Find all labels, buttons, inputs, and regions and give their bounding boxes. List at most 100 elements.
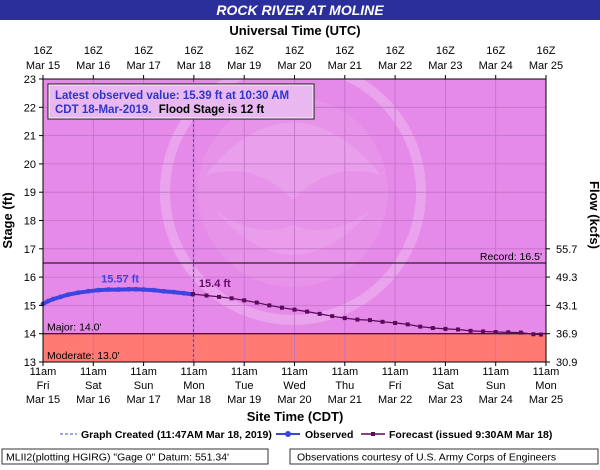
x-bottom-tick-date: Mar 23: [428, 394, 462, 406]
footer-credit-box: Observations courtesy of U.S. Army Corps…: [289, 448, 599, 465]
top-axis-title: Universal Time (UTC): [229, 23, 360, 38]
legend-forecast-label: Forecast (issued 9:30AM Mar 18): [389, 429, 552, 441]
y-tick-label: 18: [24, 216, 36, 228]
x-top-tick-hour: 16Z: [486, 45, 505, 57]
forecast-point: [204, 293, 209, 298]
observed-point: [50, 296, 56, 302]
y2-tick-label: 55.7: [556, 244, 577, 256]
x-top-tick-date: Mar 21: [328, 60, 362, 72]
forecast-point: [518, 330, 523, 335]
x-top-tick-hour: 16Z: [184, 45, 203, 57]
y-tick-label: 19: [24, 187, 36, 199]
observed-point: [151, 287, 157, 293]
info-line-2-suffix: Flood Stage is 12 ft: [159, 104, 265, 116]
legend-forecast-marker: [371, 432, 375, 436]
x-top-tick-date: Mar 16: [76, 60, 110, 72]
footer-datum-text: MLII2(plotting HGIRG) "Gage 0" Datum: 55…: [6, 452, 229, 464]
forecast-point: [355, 317, 360, 322]
x-bottom-tick-time: 11am: [130, 366, 157, 378]
x-bottom-tick-day: Sun: [134, 380, 154, 392]
forecast-point: [531, 332, 536, 337]
x-top-tick-hour: 16Z: [335, 45, 354, 57]
chart-title: ROCK RIVER AT MOLINE: [216, 2, 384, 18]
y2-axis-title: Flow (kcfs): [587, 181, 600, 249]
x-bottom-tick-time: 11am: [181, 366, 208, 378]
footer-credit-text: Observations courtesy of U.S. Army Corps…: [297, 452, 556, 464]
x-top-tick-date: Mar 18: [177, 60, 211, 72]
x-top-tick-date: Mar 23: [428, 60, 462, 72]
forecast-point: [267, 303, 272, 308]
forecast-point: [217, 294, 222, 299]
observed-point: [58, 294, 64, 300]
threshold-label: Record: 16.5': [480, 251, 542, 263]
x-bottom-tick-date: Mar 19: [227, 394, 261, 406]
forecast-point: [538, 332, 543, 337]
y-tick-label: 16: [24, 272, 36, 284]
forecast-point: [292, 307, 297, 312]
observed-point: [85, 288, 91, 294]
x-top-tick-hour: 16Z: [134, 45, 153, 57]
forecast-point: [342, 316, 347, 321]
footer-datum-box: MLII2(plotting HGIRG) "Gage 0" Datum: 55…: [1, 448, 269, 465]
x-bottom-tick-date: Mar 18: [177, 394, 211, 406]
x-bottom-tick-day: Mon: [183, 380, 204, 392]
forecast-point: [242, 298, 247, 303]
forecast-point: [190, 292, 195, 297]
forecast-point: [305, 309, 310, 314]
forecast-point: [229, 296, 234, 301]
observed-point: [141, 287, 147, 292]
forecast-point: [254, 300, 259, 305]
observed-peak-label: 15.57 ft: [101, 273, 139, 285]
x-bottom-tick-day: Wed: [283, 380, 305, 392]
y-tick-label: 20: [24, 159, 36, 171]
observed-point: [171, 289, 177, 295]
bottom-axis-title: Site Time (CDT): [247, 409, 344, 424]
x-top-tick-date: Mar 22: [378, 60, 412, 72]
forecast-point: [493, 330, 498, 335]
x-bottom-tick-time: 11am: [231, 366, 258, 378]
info-line-2: CDT 18-Mar-2019. Flood Stage is 12 ft: [55, 104, 264, 116]
info-line-2-prefix: CDT 18-Mar-2019.: [55, 104, 152, 116]
x-top-tick-hour: 16Z: [84, 45, 103, 57]
x-top-tick-hour: 16Z: [436, 45, 455, 57]
observed-point: [126, 286, 131, 292]
x-bottom-tick-time: 11am: [30, 366, 57, 378]
x-bottom-tick-time: 11am: [533, 366, 560, 378]
x-top-tick-date: Mar 15: [26, 60, 60, 72]
forecast-point: [317, 311, 322, 316]
observed-point: [133, 286, 139, 292]
forecast-point: [330, 314, 335, 319]
x-top-tick-hour: 16Z: [285, 45, 304, 57]
observed-point: [65, 292, 71, 298]
x-bottom-tick-date: Mar 17: [126, 394, 160, 406]
x-bottom-tick-time: 11am: [331, 366, 358, 378]
forecast-point: [430, 326, 435, 331]
latest-info-box: Latest observed value: 15.39 ft at 10:30…: [47, 83, 315, 120]
observed-point: [181, 290, 187, 296]
x-top-tick-date: Mar 24: [479, 60, 513, 72]
info-line-1: Latest observed value: 15.39 ft at 10:30…: [55, 90, 289, 102]
x-bottom-tick-day: Fri: [37, 380, 50, 392]
x-top-tick-date: Mar 25: [529, 60, 563, 72]
observed-point: [116, 287, 121, 292]
x-top-tick-date: Mar 19: [227, 60, 261, 72]
legend: Graph Created (11:47AM Mar 18, 2019) Obs…: [60, 429, 552, 441]
x-top-tick-hour: 16Z: [34, 45, 53, 57]
x-bottom-tick-time: 11am: [281, 366, 308, 378]
x-top-tick-date: Mar 20: [277, 60, 311, 72]
x-bottom-tick-day: Fri: [389, 380, 402, 392]
observed-point: [105, 287, 111, 292]
x-bottom-tick-day: Tue: [235, 380, 254, 392]
x-bottom-tick-date: Mar 24: [479, 394, 513, 406]
x-bottom-tick-day: Sun: [486, 380, 506, 392]
legend-observed-label: Observed: [305, 429, 353, 441]
x-bottom-tick-day: Thu: [335, 380, 354, 392]
x-bottom-tick-day: Sat: [437, 380, 454, 392]
forecast-start-label: 15.4 ft: [199, 278, 231, 290]
forecast-point: [405, 322, 410, 327]
y-tick-label: 17: [24, 244, 36, 256]
threshold-label: Moderate: 13.0': [47, 350, 120, 362]
y-tick-label: 13: [24, 357, 36, 369]
